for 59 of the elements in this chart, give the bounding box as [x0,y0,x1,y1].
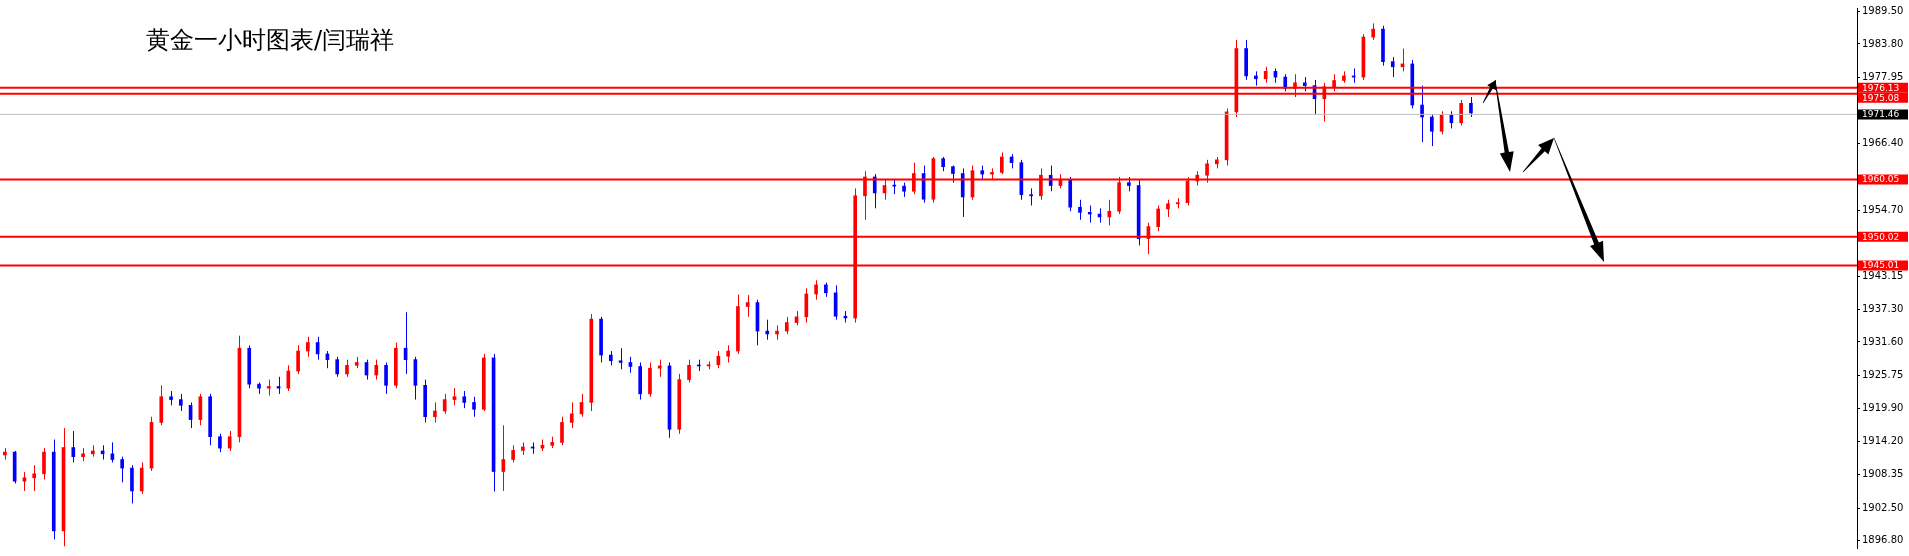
candlestick [227,430,232,452]
candlestick [804,287,809,324]
candlestick [814,279,818,301]
ref-line-label: 1950.02 [1862,231,1900,242]
y-tick-label: 1908.35 [1862,468,1904,480]
y-tick-label: 1925.75 [1862,368,1904,380]
ref-line-label: 1971.46 [1862,109,1900,120]
candlestick [1420,85,1424,143]
candlestick [442,393,447,415]
candlestick [433,401,437,423]
y-tick-label: 1902.50 [1862,501,1904,513]
candlestick [139,461,144,495]
candlestick [1390,56,1395,78]
candlestick [472,396,476,418]
candlestick [1459,99,1463,127]
candlestick [560,416,564,446]
ref-line-label: 1960.05 [1862,174,1900,185]
y-tick-label: 1931.60 [1862,335,1904,347]
ref-line-label: 1945.01 [1862,260,1900,271]
candlestick [120,456,124,483]
ref-line-label: 1976.13 [1862,82,1900,93]
candlestick [296,344,300,375]
y-tick-label: 1989.50 [1862,5,1904,17]
candlestick [1107,199,1112,226]
y-tick-label: 1914.20 [1862,434,1904,446]
candlestick [999,151,1004,175]
candlestick [1430,113,1434,147]
y-tick-label: 1977.95 [1862,70,1904,82]
y-tick-label: 1954.70 [1862,203,1904,215]
y-tick-label: 1966.40 [1862,136,1904,148]
candlestick [218,433,222,453]
candlestick [71,430,76,463]
candlestick [569,401,574,429]
ref-line-label: 1975.08 [1862,92,1900,103]
candlestick [286,364,291,392]
candlestick [384,361,388,395]
candlestick [32,464,37,492]
y-tick-label: 1983.80 [1862,37,1904,49]
candlestick [745,294,750,318]
y-tick-label: 1919.90 [1862,402,1904,414]
candlestick [306,336,310,358]
candlestick [618,347,623,370]
candlestick [42,447,46,480]
text: 黄金一小时图表/闫瑞祥 [146,25,395,56]
candlestick [22,471,27,492]
candlestick [110,441,115,463]
y-tick-label: 1943.15 [1862,269,1904,281]
y-tick-label: 1937.30 [1862,302,1904,314]
candlestick [687,359,691,383]
candlestick [374,359,379,381]
candlestick [872,173,877,209]
candlestick [1029,187,1033,207]
candlestick [765,319,770,341]
candlestick [335,356,340,378]
candlestick [1078,199,1082,221]
y-tick-label: 1896.80 [1862,534,1904,546]
candlestick [130,464,134,504]
candlestick [1469,96,1473,118]
candlestick [1156,205,1161,232]
